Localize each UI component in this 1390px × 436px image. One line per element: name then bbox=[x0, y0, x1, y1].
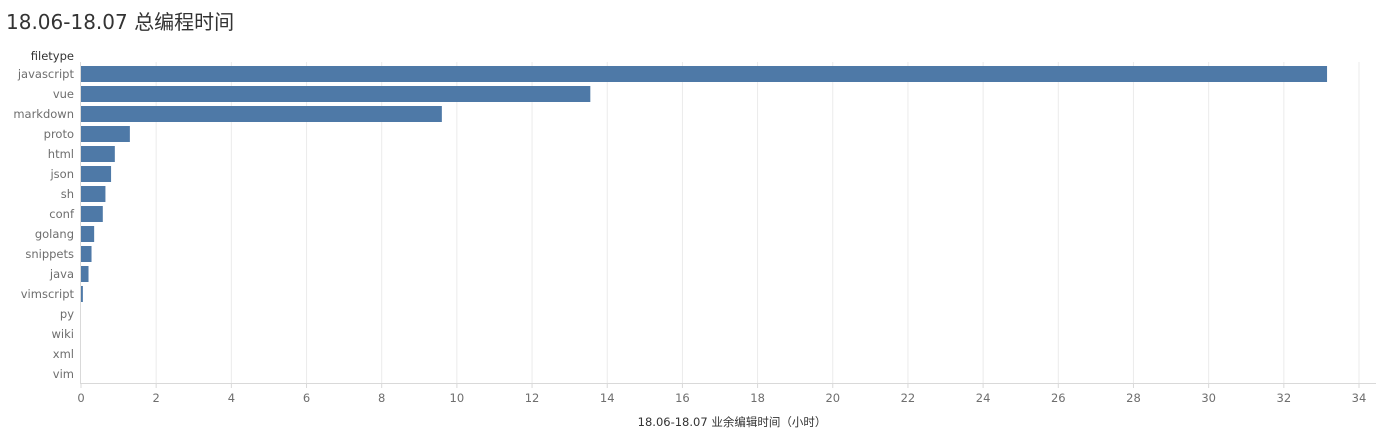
category-label-sh: sh bbox=[61, 187, 74, 201]
x-tick-label: 20 bbox=[825, 391, 840, 405]
category-label-javascript: javascript bbox=[17, 67, 75, 81]
bar-snippets[interactable] bbox=[81, 246, 92, 262]
x-tick-label: 26 bbox=[1051, 391, 1066, 405]
bar-vue[interactable] bbox=[81, 86, 591, 102]
category-label-proto: proto bbox=[44, 127, 74, 141]
x-tick-label: 2 bbox=[153, 391, 160, 405]
category-label-vue: vue bbox=[53, 87, 74, 101]
x-tick-label: 10 bbox=[450, 391, 465, 405]
x-tick-label: 0 bbox=[77, 391, 84, 405]
bar-conf[interactable] bbox=[81, 206, 103, 222]
bar-proto[interactable] bbox=[81, 126, 130, 142]
category-label-wiki: wiki bbox=[52, 327, 74, 341]
x-tick-label: 24 bbox=[976, 391, 991, 405]
category-label-snippets: snippets bbox=[25, 247, 74, 261]
category-label-html: html bbox=[48, 147, 74, 161]
x-tick-label: 22 bbox=[901, 391, 916, 405]
x-tick-label: 14 bbox=[600, 391, 615, 405]
x-tick-label: 6 bbox=[303, 391, 310, 405]
category-label-markdown: markdown bbox=[13, 107, 74, 121]
bar-java[interactable] bbox=[81, 266, 89, 282]
category-labels: javascript vue markdown proto html json sh conf… bbox=[13, 67, 75, 381]
x-tick-label: 28 bbox=[1126, 391, 1141, 405]
category-label-vim: vim bbox=[53, 367, 74, 381]
chart-title: 18.06-18.07 总编程时间 bbox=[6, 10, 235, 34]
x-axis-title: 18.06-18.07 业余编辑时间（小时） bbox=[638, 415, 827, 429]
bar-golang[interactable] bbox=[81, 226, 95, 242]
bar-sh[interactable] bbox=[81, 186, 106, 202]
x-tick-label: 8 bbox=[378, 391, 385, 405]
category-label-xml: xml bbox=[53, 347, 74, 361]
category-label-java: java bbox=[49, 267, 74, 281]
bar-javascript[interactable] bbox=[81, 66, 1328, 82]
x-tick-label: 16 bbox=[675, 391, 690, 405]
x-axis-ticks: 0 2 4 6 8 10 12 14 16 18 20 22 24 26 28 30 32 34 bbox=[77, 384, 1366, 405]
category-label-conf: conf bbox=[49, 207, 75, 221]
bar-json[interactable] bbox=[81, 166, 112, 182]
bar-html[interactable] bbox=[81, 146, 115, 162]
category-label-py: py bbox=[60, 307, 74, 321]
category-label-json: json bbox=[49, 167, 74, 181]
bars bbox=[81, 66, 1328, 302]
bar-vimscript[interactable] bbox=[81, 286, 83, 302]
x-tick-label: 34 bbox=[1352, 391, 1367, 405]
x-tick-label: 12 bbox=[525, 391, 540, 405]
x-tick-label: 30 bbox=[1201, 391, 1216, 405]
bar-markdown[interactable] bbox=[81, 106, 442, 122]
category-label-golang: golang bbox=[35, 227, 74, 241]
x-tick-label: 4 bbox=[228, 391, 235, 405]
y-axis-title: filetype bbox=[31, 49, 74, 63]
x-tick-label: 32 bbox=[1277, 391, 1292, 405]
category-label-vimscript: vimscript bbox=[21, 287, 75, 301]
x-tick-label: 18 bbox=[750, 391, 765, 405]
